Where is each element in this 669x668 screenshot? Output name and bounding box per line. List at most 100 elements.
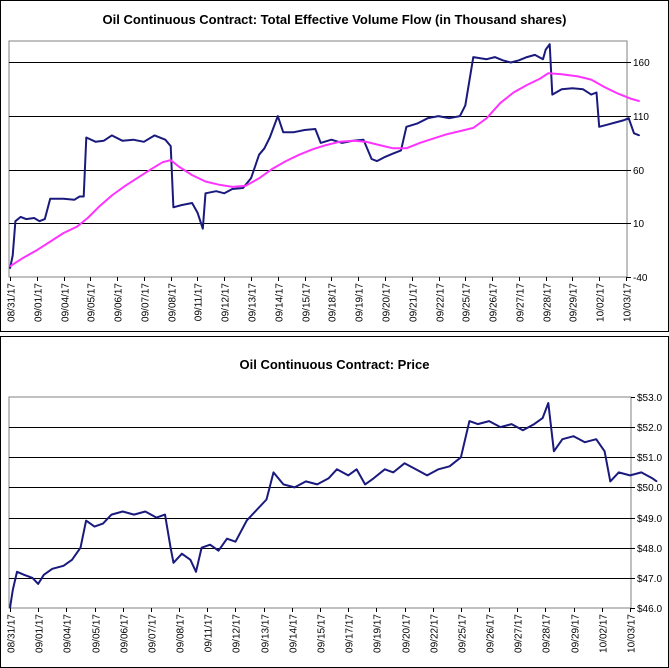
- data-point: [170, 159, 172, 161]
- data-point: [242, 187, 244, 189]
- data-point: [638, 100, 641, 102]
- x-tick-label: 09/06/17: [120, 614, 131, 653]
- data-point: [164, 139, 166, 141]
- y-tick-label: $49.0: [637, 514, 662, 525]
- data-point: [133, 514, 135, 516]
- data-point: [327, 477, 330, 479]
- data-point: [217, 550, 220, 552]
- data-point: [44, 218, 46, 220]
- data-point: [110, 514, 113, 516]
- x-tick-label: 09/12/17: [221, 283, 232, 322]
- data-point: [545, 49, 547, 51]
- data-point: [459, 130, 461, 132]
- data-point: [204, 180, 207, 183]
- x-tick-label: 09/04/17: [63, 614, 74, 653]
- volume-chart: 160 110 60 10 -40 08/31/17 09/01/17 09/04/17 09/…: [7, 40, 650, 322]
- data-point: [204, 192, 207, 194]
- data-point: [33, 217, 35, 219]
- data-point: [542, 417, 544, 419]
- data-point: [49, 241, 51, 243]
- data-point: [246, 520, 248, 522]
- x-tick-label: 08/31/17: [7, 283, 18, 322]
- data-point: [384, 468, 386, 470]
- data-point: [347, 474, 349, 476]
- data-point: [464, 104, 466, 106]
- data-point: [298, 154, 300, 156]
- data-point: [164, 514, 166, 516]
- data-point: [49, 198, 51, 200]
- data-point: [415, 468, 417, 470]
- x-tick-label: 09/20/17: [382, 283, 393, 322]
- data-point: [215, 190, 217, 192]
- data-point: [338, 141, 340, 143]
- x-tick-label: 09/15/17: [302, 283, 313, 322]
- x-tick-label: 09/19/17: [373, 614, 384, 653]
- data-point: [561, 438, 564, 440]
- x-tick-label: 09/22/17: [436, 283, 447, 322]
- data-point: [427, 117, 429, 119]
- data-point: [618, 471, 620, 473]
- data-point: [595, 91, 598, 94]
- y-tick-label: $52.0: [637, 423, 662, 434]
- series-line-1: [9, 72, 640, 268]
- data-point: [63, 198, 65, 200]
- data-point: [250, 177, 252, 179]
- x-tick-label: 09/18/17: [328, 283, 339, 322]
- data-point: [499, 102, 501, 104]
- data-point: [590, 94, 592, 96]
- x-tick-label: 09/29/17: [569, 283, 580, 322]
- data-point: [609, 480, 611, 482]
- data-point: [9, 607, 11, 609]
- data-point: [37, 583, 39, 585]
- data-point: [170, 547, 172, 549]
- data-point: [486, 58, 488, 60]
- x-tick-label: 09/05/17: [92, 614, 103, 653]
- x-tick-label: 09/08/17: [168, 283, 179, 322]
- data-point: [316, 483, 318, 485]
- data-point: [477, 423, 479, 425]
- data-point: [36, 249, 38, 251]
- data-point: [542, 58, 544, 60]
- plot-area: [8, 40, 628, 278]
- data-point: [151, 168, 153, 170]
- data-point: [437, 115, 440, 117]
- data-point: [405, 126, 407, 128]
- data-point: [271, 168, 274, 170]
- x-tick-label: 09/26/17: [489, 283, 500, 322]
- data-point: [76, 226, 78, 228]
- data-point: [178, 165, 180, 168]
- x-tick-label: 09/11/17: [204, 614, 215, 653]
- data-point: [460, 456, 462, 458]
- data-point: [195, 571, 197, 573]
- data-point: [622, 119, 624, 121]
- data-point: [257, 507, 259, 510]
- data-point: [472, 127, 474, 129]
- data-point: [640, 471, 642, 473]
- x-tick-label: 09/28/17: [543, 283, 554, 322]
- x-tick-label: 09/13/17: [261, 614, 272, 653]
- data-point: [400, 149, 402, 151]
- data-point: [595, 438, 597, 440]
- data-point: [162, 161, 164, 163]
- data-point: [573, 435, 575, 437]
- data-point: [181, 553, 183, 555]
- data-point: [437, 468, 439, 470]
- y-tick-label: 160: [633, 58, 650, 69]
- data-point: [9, 267, 11, 269]
- data-point: [405, 147, 407, 149]
- data-point: [73, 199, 75, 201]
- price-chart: $53.0 $52.0 $51.0 $50.0 $49.0 $48.0 $47.0 $46.0…: [7, 393, 663, 653]
- data-point: [448, 117, 450, 119]
- data-point: [494, 56, 496, 58]
- data-point: [51, 568, 53, 570]
- data-point: [285, 160, 287, 162]
- x-tick-label: 09/07/17: [141, 283, 152, 322]
- data-point: [577, 75, 579, 77]
- data-point: [518, 59, 520, 61]
- data-point: [277, 115, 279, 117]
- data-point: [371, 158, 373, 160]
- data-point: [293, 131, 295, 133]
- x-tick-label: 09/29/17: [571, 614, 582, 653]
- data-point: [122, 510, 124, 513]
- data-point: [294, 486, 296, 488]
